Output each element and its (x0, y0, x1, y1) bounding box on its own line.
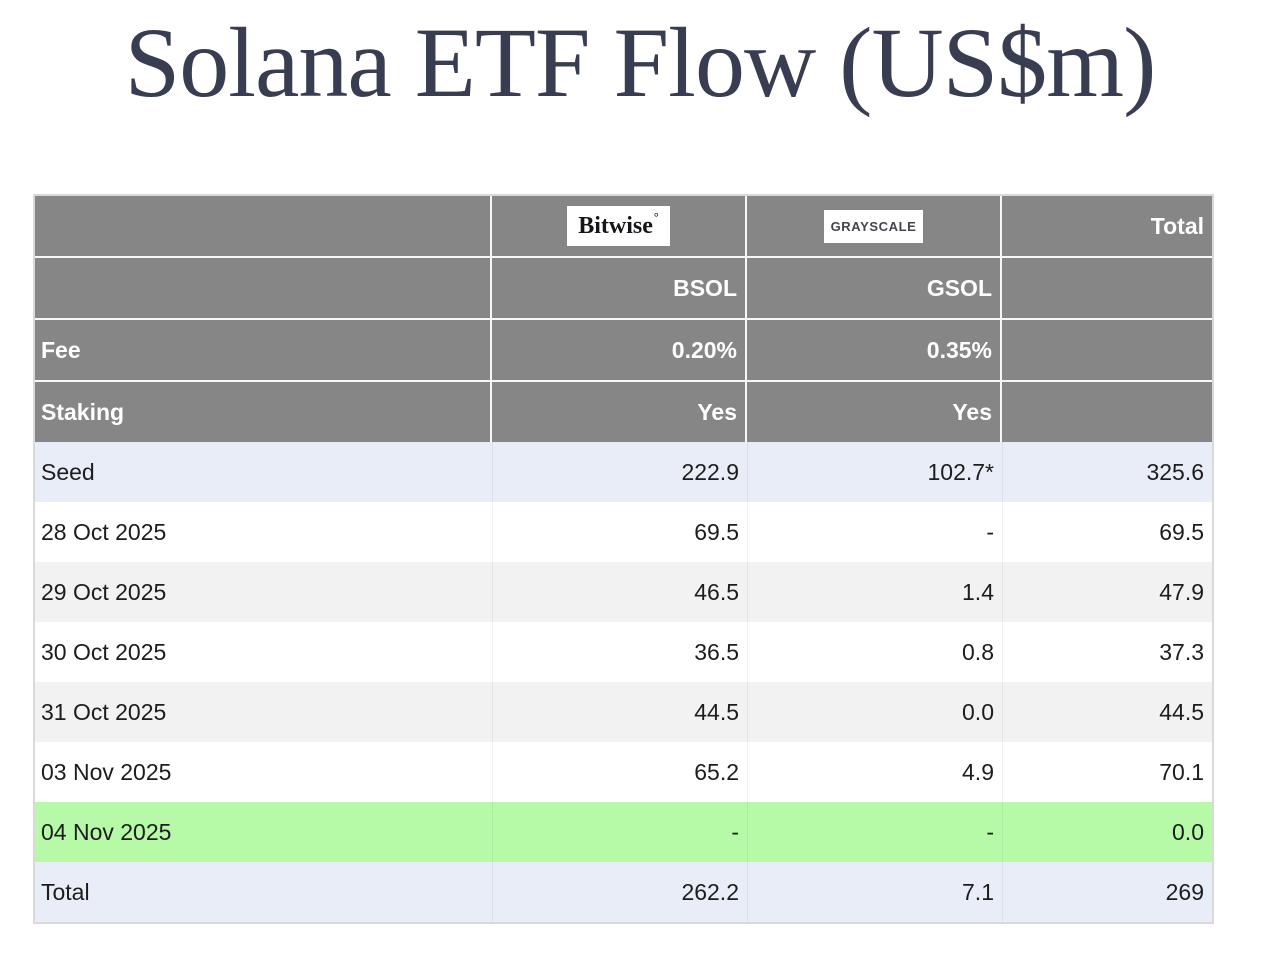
ticker-gsol: GSOL (747, 258, 1002, 320)
bsol-value-cell: 65.2 (492, 742, 747, 802)
issuer-logo-header-row: Bitwise° GRAYSCALE Total (35, 196, 1212, 258)
empty-cell (35, 258, 492, 320)
bsol-value-cell: 36.5 (492, 622, 747, 682)
total-column-header: Total (1002, 196, 1212, 258)
total-value-cell: 269 (1002, 862, 1212, 922)
staking-label: Staking (35, 382, 492, 442)
bsol-value-cell: 69.5 (492, 502, 747, 562)
row-label-cell: Total (35, 862, 492, 922)
fee-gsol-value: 0.35% (747, 320, 1002, 382)
row-seed: Seed 222.9 102.7* 325.6 (35, 442, 1212, 502)
empty-cell (1002, 320, 1212, 382)
bsol-value-cell: - (492, 802, 747, 862)
bitwise-logo-text: Bitwise (578, 213, 653, 239)
bitwise-trademark-icon: ° (653, 210, 659, 224)
page-title: Solana ETF Flow (US$m) (124, 7, 1157, 118)
row-30-oct-2025: 30 Oct 2025 36.5 0.8 37.3 (35, 622, 1212, 682)
total-value-cell: 70.1 (1002, 742, 1212, 802)
ticker-header-row: BSOL GSOL (35, 258, 1212, 320)
bsol-value-cell: 46.5 (492, 562, 747, 622)
gsol-value-cell: 7.1 (747, 862, 1002, 922)
gsol-value-cell: 4.9 (747, 742, 1002, 802)
bitwise-logo: Bitwise° (567, 206, 670, 246)
ticker-bsol: BSOL (492, 258, 747, 320)
gsol-value-cell: 1.4 (747, 562, 1002, 622)
fee-row: Fee 0.20% 0.35% (35, 320, 1212, 382)
row-03-nov-2025: 03 Nov 2025 65.2 4.9 70.1 (35, 742, 1212, 802)
bsol-value-cell: 262.2 (492, 862, 747, 922)
row-label-cell: 29 Oct 2025 (35, 562, 492, 622)
row-label-cell: 04 Nov 2025 (35, 802, 492, 862)
total-value-cell: 0.0 (1002, 802, 1212, 862)
staking-gsol-value: Yes (747, 382, 1002, 442)
total-value-cell: 37.3 (1002, 622, 1212, 682)
row-31-oct-2025: 31 Oct 2025 44.5 0.0 44.5 (35, 682, 1212, 742)
staking-bsol-value: Yes (492, 382, 747, 442)
row-29-oct-2025: 29 Oct 2025 46.5 1.4 47.9 (35, 562, 1212, 622)
grayscale-logo: GRAYSCALE (823, 209, 924, 243)
gsol-value-cell: 0.8 (747, 622, 1002, 682)
gsol-value-cell: 0.0 (747, 682, 1002, 742)
total-value-cell: 47.9 (1002, 562, 1212, 622)
total-value-cell: 44.5 (1002, 682, 1212, 742)
bitwise-logo-cell: Bitwise° (492, 196, 747, 258)
row-label-cell: 30 Oct 2025 (35, 622, 492, 682)
gsol-value-cell: - (747, 502, 1002, 562)
gsol-value-cell: 102.7* (747, 442, 1002, 502)
row-label-cell: 31 Oct 2025 (35, 682, 492, 742)
row-label-cell: 03 Nov 2025 (35, 742, 492, 802)
row-28-oct-2025: 28 Oct 2025 69.5 - 69.5 (35, 502, 1212, 562)
fee-label: Fee (35, 320, 492, 382)
row-04-nov-2025-highlighted: 04 Nov 2025 - - 0.0 (35, 802, 1212, 862)
total-value-cell: 69.5 (1002, 502, 1212, 562)
empty-corner-cell (35, 196, 492, 258)
empty-cell (1002, 382, 1212, 442)
staking-row: Staking Yes Yes (35, 382, 1212, 442)
row-label-cell: Seed (35, 442, 492, 502)
row-label-cell: 28 Oct 2025 (35, 502, 492, 562)
bsol-value-cell: 44.5 (492, 682, 747, 742)
grayscale-logo-cell: GRAYSCALE (747, 196, 1002, 258)
bsol-value-cell: 222.9 (492, 442, 747, 502)
empty-cell (1002, 258, 1212, 320)
fee-bsol-value: 0.20% (492, 320, 747, 382)
solana-etf-flow-table: Bitwise° GRAYSCALE Total BSOL GSOL Fee 0… (33, 194, 1214, 924)
gsol-value-cell: - (747, 802, 1002, 862)
total-value-cell: 325.6 (1002, 442, 1212, 502)
row-total: Total 262.2 7.1 269 (35, 862, 1212, 922)
